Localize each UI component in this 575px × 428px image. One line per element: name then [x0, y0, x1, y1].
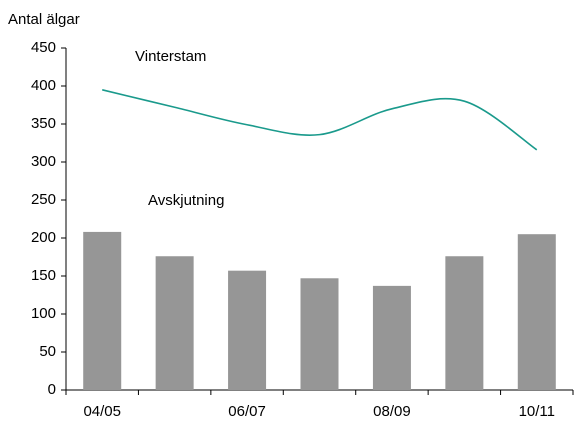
bar [228, 270, 267, 390]
y-tick-label: 200 [31, 229, 56, 246]
bar [445, 256, 484, 390]
series-label: Avskjutning [148, 192, 224, 209]
bar [155, 256, 194, 390]
y-axis-label: Antal älgar [8, 11, 80, 28]
y-tick-label: 100 [31, 305, 56, 322]
series-label: Vinterstam [135, 48, 206, 65]
y-tick-label: 50 [39, 343, 56, 360]
bar [83, 231, 122, 390]
y-tick-label: 300 [31, 153, 56, 170]
y-tick-label: 450 [31, 39, 56, 56]
bar [517, 234, 556, 390]
bar [372, 285, 411, 390]
line [102, 89, 538, 151]
y-tick-label: 350 [31, 115, 56, 132]
y-tick-label: 0 [48, 381, 56, 398]
x-tick-label: 04/05 [83, 403, 121, 420]
y-tick-label: 400 [31, 77, 56, 94]
y-tick-label: 250 [31, 191, 56, 208]
x-tick-label: 08/09 [373, 403, 411, 420]
bar [300, 278, 339, 390]
x-tick-label: 06/07 [228, 403, 266, 420]
x-tick-label: 10/11 [519, 403, 555, 420]
y-tick-label: 150 [31, 267, 56, 284]
